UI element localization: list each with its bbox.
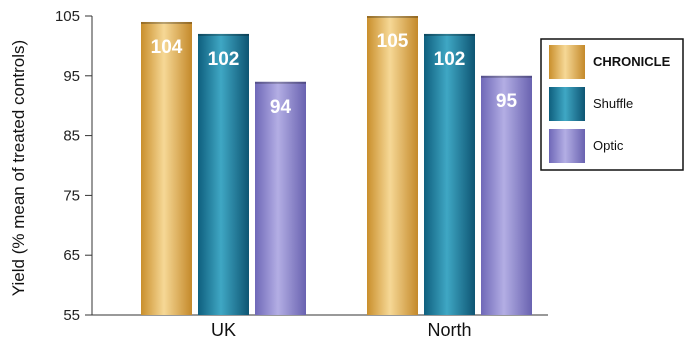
data-label-chronicle-uk: 104	[151, 37, 183, 58]
legend-label-shuffle: Shuffle	[593, 96, 633, 111]
x-category-label: UK	[211, 320, 236, 340]
y-tick-label: 65	[63, 247, 80, 264]
bar-top-edge	[141, 21, 192, 24]
bar-shuffle-north	[424, 33, 475, 315]
bar-shuffle-uk	[198, 33, 249, 315]
bar-top-edge	[255, 81, 306, 84]
legend-swatch-shuffle	[549, 87, 585, 121]
y-tick-label: 85	[63, 128, 80, 145]
bar-top-edge	[198, 33, 249, 36]
bar-top-edge	[367, 16, 418, 18]
bar-top-edge	[424, 33, 475, 36]
bar-chronicle-north	[367, 16, 418, 315]
data-label-shuffle-uk: 102	[208, 49, 240, 70]
legend-swatch-optic	[549, 129, 585, 163]
data-label-chronicle-north: 105	[377, 31, 409, 52]
y-axis-title: Yield (% mean of treated controls)	[9, 40, 28, 296]
y-tick-label: 105	[55, 8, 80, 25]
data-label-optic-north: 95	[496, 91, 518, 112]
bar-chronicle-uk	[141, 21, 192, 315]
data-label-optic-uk: 94	[270, 97, 292, 118]
legend-swatch-chronicle	[549, 45, 585, 79]
bar-optic-north	[481, 75, 532, 315]
legend-label-optic: Optic	[593, 138, 624, 153]
x-category-label: North	[427, 320, 471, 340]
data-label-shuffle-north: 102	[434, 49, 466, 70]
legend-label-chronicle: CHRONICLE	[593, 54, 671, 69]
y-tick-label: 55	[63, 307, 80, 324]
bar-optic-uk	[255, 81, 306, 315]
y-tick-label: 95	[63, 68, 80, 85]
bar-top-edge	[481, 75, 532, 78]
y-tick-label: 75	[63, 187, 80, 204]
